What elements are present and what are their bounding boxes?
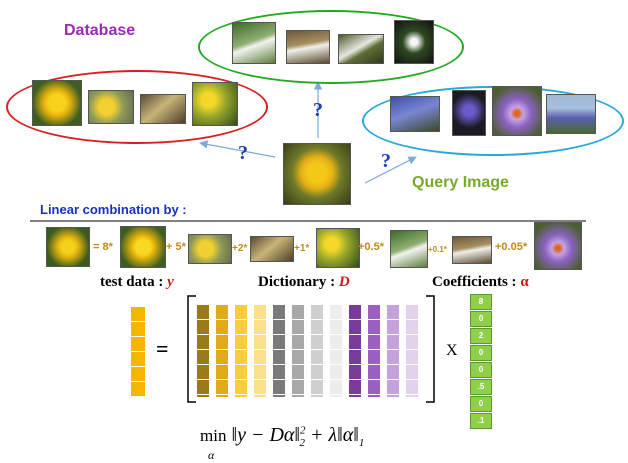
daffodil-photo-3 xyxy=(140,94,186,124)
dict-atom-4-photo xyxy=(316,228,360,268)
objective-penalty-term: + λ‖α‖ xyxy=(305,424,359,446)
coef-term-0-1: +0.1* xyxy=(428,245,447,254)
dictionary-label: Dictionary : D xyxy=(258,274,350,291)
coefficients-label: Coefficients : α xyxy=(432,274,529,291)
question-mark-top: ? xyxy=(313,99,323,121)
dictionary-symbol: D xyxy=(338,274,350,290)
times-sign: X xyxy=(446,342,458,359)
coefficient-cell-5: 0 xyxy=(470,362,492,378)
dictionary-column-5 xyxy=(272,304,286,398)
dictionary-column-3 xyxy=(234,304,248,398)
query-image-photo xyxy=(283,143,351,205)
daffodil-photo-2 xyxy=(88,90,134,124)
norm-sub: 2 xyxy=(299,437,306,449)
dictionary-column-2 xyxy=(215,304,229,398)
coefficient-vector: 8 0 2 0 0.5 0.1 xyxy=(470,294,492,429)
coefficient-cell-3: 2 xyxy=(470,328,492,344)
arrow-to-left-group xyxy=(199,140,276,158)
database-label: Database xyxy=(64,22,136,39)
query-image-label: Query Image xyxy=(412,174,509,191)
coefficient-cell-4: 0 xyxy=(470,345,492,361)
question-mark-left: ? xyxy=(238,142,248,164)
coefficient-cell-7: 0 xyxy=(470,396,492,412)
dictionary-matrix xyxy=(196,304,426,398)
linear-combination-label: Linear combination by : xyxy=(40,202,187,217)
l1-sub: 1 xyxy=(358,437,365,449)
test-vector-cell xyxy=(130,306,146,398)
coefficients-text: Coefficients : xyxy=(432,274,521,290)
coef-term-0-5: +0.5* xyxy=(358,241,384,253)
dict-atom-2-photo xyxy=(188,234,232,264)
coef-term-2: +2* xyxy=(232,243,248,254)
coefficient-cell-2: 0 xyxy=(470,311,492,327)
test-data-photo xyxy=(46,227,90,267)
dictionary-column-6 xyxy=(291,304,305,398)
dictionary-column-9 xyxy=(348,304,362,398)
snowdrop-photo-2 xyxy=(286,30,330,64)
test-data-vector xyxy=(130,306,146,398)
dict-atom-5-photo xyxy=(390,230,428,268)
dictionary-column-11 xyxy=(386,304,400,398)
test-data-symbol: y xyxy=(167,274,174,290)
norm-sup: 2 xyxy=(300,424,306,437)
dict-atom-3-photo xyxy=(250,236,294,262)
min-operator: min xyxy=(200,426,227,445)
dict-atom-7-photo xyxy=(534,222,582,270)
coef-term-1: +1* xyxy=(294,243,310,254)
dict-atom-6-photo xyxy=(452,236,492,264)
question-mark-right: ? xyxy=(381,150,391,172)
bluebell-photo-1 xyxy=(390,96,440,132)
coef-term-8: = 8* xyxy=(93,241,113,253)
objective-formula: min α ‖y − Dα‖22 + λ‖α‖1 xyxy=(200,424,365,462)
equals-sign: = xyxy=(156,336,169,361)
coef-term-0-05: +0.05* xyxy=(495,241,528,253)
daffodil-photo-4 xyxy=(192,82,238,126)
dictionary-column-7 xyxy=(310,304,324,398)
arrow-to-right-group xyxy=(364,156,417,184)
dictionary-column-4 xyxy=(253,304,267,398)
coefficients-symbol: α xyxy=(520,274,529,290)
test-data-label: test data : y xyxy=(100,274,174,291)
dict-atom-1-photo xyxy=(120,226,166,268)
snowdrop-photo-1 xyxy=(232,22,276,64)
snowdrop-photo-4 xyxy=(394,20,434,64)
daffodil-photo-1 xyxy=(32,80,82,126)
snowdrop-photo-3 xyxy=(338,34,384,64)
min-subscript: α xyxy=(208,448,215,462)
dictionary-column-1 xyxy=(196,304,210,398)
bluebell-photo-2 xyxy=(452,90,486,136)
test-data-text: test data : xyxy=(100,274,168,290)
coefficient-cell-6: .5 xyxy=(470,379,492,395)
dictionary-column-8 xyxy=(329,304,343,398)
crocus-photo-1 xyxy=(492,86,542,136)
dictionary-text: Dictionary : xyxy=(258,274,339,290)
dictionary-column-12 xyxy=(405,304,419,398)
daffodil-cluster-ellipse xyxy=(6,70,268,144)
dictionary-column-10 xyxy=(367,304,381,398)
coefficient-cell-1: 8 xyxy=(470,294,492,310)
coefficient-cell-8: .1 xyxy=(470,413,492,429)
bluebell-photo-3 xyxy=(546,94,596,134)
snowdrop-cluster-ellipse xyxy=(198,10,464,84)
coef-term-5: + 5* xyxy=(166,241,186,253)
objective-residual-term: ‖y − Dα‖ xyxy=(231,424,300,446)
